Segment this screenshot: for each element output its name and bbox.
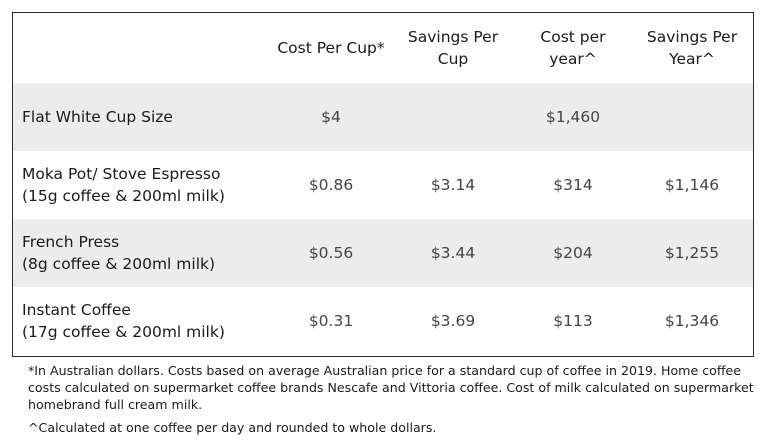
table-row: Instant Coffee (17g coffee & 200ml milk)… bbox=[13, 287, 753, 354]
cell-cost-per-year: $113 bbox=[553, 311, 593, 330]
row-name: French Press (8g coffee & 200ml milk) bbox=[13, 219, 271, 287]
header-savings-per-year: Savings Per Year^ bbox=[631, 13, 753, 83]
header-savings-per-year-label: Savings Per Year^ bbox=[646, 28, 738, 68]
cell-cost-per-year: $314 bbox=[553, 176, 593, 194]
table-row: Flat White Cup Size $4 $1,460 bbox=[13, 83, 753, 151]
cell-savings-per-year: $1,146 bbox=[664, 176, 720, 194]
cell-savings-per-cup: $3.14 bbox=[430, 176, 476, 194]
coffee-cost-table: Cost Per Cup* Savings Per Cup Cost per y… bbox=[12, 12, 754, 357]
row-name-line2: (15g coffee & 200ml milk) bbox=[22, 187, 225, 205]
header-savings-per-cup-label: Savings Per Cup bbox=[407, 28, 499, 68]
cell-cost-per-cup: $0.31 bbox=[308, 311, 354, 330]
cell-savings-per-year: $1,255 bbox=[631, 219, 753, 287]
cell-cost-per-year: $1,460 bbox=[515, 83, 631, 151]
cell-savings-per-year bbox=[631, 83, 753, 151]
row-name-line1: French Press bbox=[22, 233, 120, 251]
comparison-table: Cost Per Cup* Savings Per Cup Cost per y… bbox=[13, 13, 753, 354]
row-name: Flat White Cup Size bbox=[13, 83, 271, 151]
row-name-line2: (8g coffee & 200ml milk) bbox=[22, 255, 216, 273]
cell-cost-per-cup: $0.56 bbox=[271, 219, 391, 287]
row-name-line1: Moka Pot/ Stove Espresso bbox=[22, 165, 221, 183]
row-name: Instant Coffee (17g coffee & 200ml milk) bbox=[13, 287, 271, 354]
header-cost-per-cup: Cost Per Cup* bbox=[271, 13, 391, 83]
footnote-calculation: ^Calculated at one coffee per day and ro… bbox=[28, 420, 437, 435]
header-method bbox=[13, 13, 271, 83]
row-name-line2: (17g coffee & 200ml milk) bbox=[22, 322, 225, 341]
header-savings-per-cup: Savings Per Cup bbox=[391, 13, 515, 83]
row-name-line1: Instant Coffee bbox=[22, 300, 131, 319]
header-cost-per-year-label: Cost per year^ bbox=[540, 28, 606, 68]
footnotes: *In Australian dollars. Costs based on a… bbox=[28, 362, 758, 436]
cell-savings-per-cup: $3.44 bbox=[391, 219, 515, 287]
cell-cost-per-cup: $0.86 bbox=[308, 176, 354, 194]
header-row: Cost Per Cup* Savings Per Cup Cost per y… bbox=[13, 13, 753, 83]
row-name: Moka Pot/ Stove Espresso (15g coffee & 2… bbox=[13, 151, 271, 219]
row-name-line1: Flat White Cup Size bbox=[22, 108, 173, 126]
header-cost-per-year: Cost per year^ bbox=[515, 13, 631, 83]
table-row: French Press (8g coffee & 200ml milk) $0… bbox=[13, 219, 753, 287]
footnote-currency: *In Australian dollars. Costs based on a… bbox=[28, 363, 754, 412]
cell-savings-per-cup bbox=[391, 83, 515, 151]
cell-savings-per-year: $1,346 bbox=[664, 311, 720, 330]
cell-savings-per-cup: $3.69 bbox=[430, 311, 476, 330]
header-cost-per-cup-label: Cost Per Cup* bbox=[277, 39, 385, 57]
table-row: Moka Pot/ Stove Espresso (15g coffee & 2… bbox=[13, 151, 753, 219]
cell-cost-per-year: $204 bbox=[515, 219, 631, 287]
cell-cost-per-cup: $4 bbox=[271, 83, 391, 151]
